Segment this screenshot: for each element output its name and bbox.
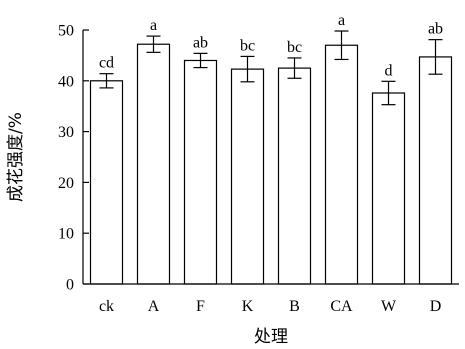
x-axis-title: 处理 bbox=[254, 327, 288, 347]
y-tick-label: 20 bbox=[58, 175, 74, 192]
x-tick-label-w: W bbox=[381, 298, 397, 315]
significance-label-w: d bbox=[385, 62, 393, 79]
y-axis-ticks: 0 10 20 30 40 50 bbox=[58, 23, 89, 294]
significance-label-b: bc bbox=[287, 39, 302, 56]
bar-ck bbox=[89, 80, 124, 285]
x-tick-label-k: K bbox=[242, 298, 254, 315]
bar-k bbox=[230, 68, 265, 285]
y-tick-label: 40 bbox=[58, 73, 74, 90]
x-tick-label-ca: CA bbox=[330, 298, 353, 315]
bar-a bbox=[136, 43, 171, 285]
y-tick-label: 10 bbox=[58, 226, 74, 243]
x-axis-ticks: ck A F K B CA W D bbox=[99, 298, 441, 315]
x-tick-label-f: F bbox=[196, 298, 205, 315]
significance-label-k: bc bbox=[240, 37, 255, 54]
y-axis-title: 成花强度/% bbox=[6, 112, 26, 202]
x-tick-label-ck: ck bbox=[99, 298, 114, 315]
significance-label-ck: cd bbox=[99, 55, 114, 72]
bar-ca bbox=[324, 44, 359, 285]
bar-b bbox=[277, 67, 312, 285]
significance-label-f: ab bbox=[193, 34, 208, 51]
x-tick-label-d: D bbox=[430, 298, 442, 315]
bars: cd a ab bc bc a d ab bbox=[89, 12, 453, 285]
y-tick-label: 50 bbox=[58, 23, 74, 40]
bar-w bbox=[371, 92, 406, 285]
significance-label-ca: a bbox=[338, 12, 345, 29]
bar-d bbox=[418, 56, 453, 285]
significance-label-d: ab bbox=[428, 21, 443, 38]
y-tick-label: 0 bbox=[66, 277, 74, 294]
significance-label-a: a bbox=[150, 17, 157, 34]
x-tick-label-b: B bbox=[289, 298, 300, 315]
bar-f bbox=[183, 59, 218, 285]
y-tick-label: 30 bbox=[58, 124, 74, 141]
x-tick-label-a: A bbox=[148, 298, 160, 315]
